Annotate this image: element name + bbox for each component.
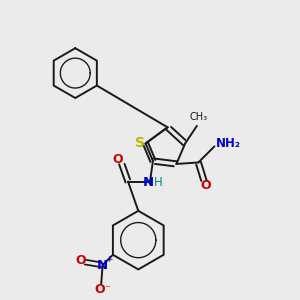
Text: O: O bbox=[94, 283, 105, 296]
Text: S: S bbox=[135, 136, 145, 150]
Text: N: N bbox=[97, 259, 108, 272]
Text: N: N bbox=[143, 176, 154, 189]
Text: O: O bbox=[200, 178, 211, 191]
Text: CH₃: CH₃ bbox=[189, 112, 207, 122]
Text: ⁻: ⁻ bbox=[105, 284, 111, 294]
Text: O: O bbox=[76, 254, 86, 267]
Text: NH₂: NH₂ bbox=[216, 137, 241, 150]
Text: +: + bbox=[105, 255, 113, 264]
Text: O: O bbox=[113, 153, 123, 166]
Text: H: H bbox=[154, 176, 163, 189]
